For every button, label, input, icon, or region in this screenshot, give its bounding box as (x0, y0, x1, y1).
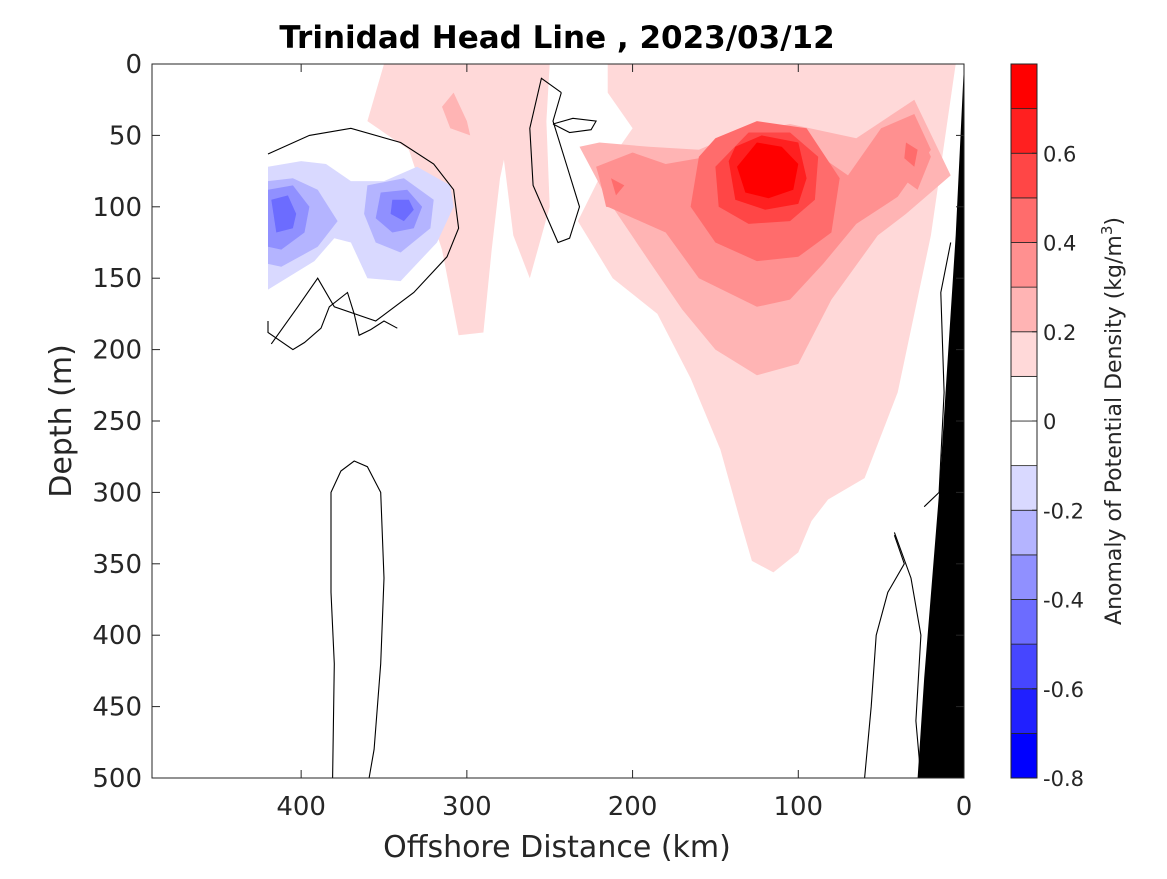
x-tick-label-1: 300 (442, 792, 492, 822)
colorbar-label-superscript: 3 (1098, 226, 1116, 236)
colorbar: 0.6 0.4 0.2 0 -0.2 -0.4 -0.6 -0.8 (1010, 63, 1084, 791)
colorbar-tick-label-7: -0.8 (1043, 767, 1084, 791)
contour-fill-0p4-8-0 (611, 178, 625, 196)
y-tick-label-0: 0 (125, 50, 142, 80)
x-tick-label-4: 0 (956, 792, 973, 822)
plot-area (151, 63, 965, 779)
colorbar-segment-0 (1010, 732, 1038, 779)
contour-fill-0p2-9-0 (442, 92, 471, 136)
colorbar-tick-label-5: -0.4 (1043, 589, 1084, 613)
colorbar-tick-label-6: -0.6 (1043, 678, 1084, 702)
contour-fill-0p4-8-1 (904, 142, 918, 167)
y-tick-label-4: 200 (92, 336, 142, 366)
y-axis: 0 50 100 150 200 250 300 350 400 450 500 (92, 50, 964, 794)
zero-contour-line-0 (267, 127, 460, 345)
colorbar-tick-label-0: 0.6 (1043, 142, 1076, 166)
contour-fill-neg0p4-13-1 (390, 199, 414, 222)
colorbar-label: Anomaly of Potential Density (kg/m3) (1098, 217, 1127, 625)
colorbar-segment-3 (1010, 599, 1038, 645)
colorbar-segment-4 (1010, 554, 1038, 600)
colorbar-segment-2 (1010, 643, 1038, 690)
colorbar-tick-label-2: 0.2 (1043, 321, 1076, 345)
zero-contour-line-7 (893, 532, 922, 778)
colorbar-segment-6 (1010, 465, 1038, 511)
y-axis-label: Depth (m) (44, 344, 79, 498)
colorbar-label-close: ) (1102, 217, 1127, 226)
y-tick-label-3: 150 (92, 264, 142, 294)
colorbar-segment-12 (1010, 197, 1038, 243)
contour-fill-0p1-0-1 (466, 64, 550, 279)
y-tick-label-5: 250 (92, 407, 142, 437)
colorbar-segment-8 (1010, 375, 1038, 422)
zero-contour-line-2 (529, 77, 581, 244)
x-tick-label-3: 100 (773, 792, 823, 822)
y-tick-label-8: 400 (92, 621, 142, 651)
zero-contour-line-1 (267, 291, 398, 351)
colorbar-tick-label-1: 0.4 (1043, 232, 1076, 256)
y-tick-label-2: 100 (92, 193, 142, 223)
colorbar-segment-11 (1010, 242, 1038, 288)
y-tick-label-10: 500 (92, 764, 142, 794)
x-tick-label-0: 400 (276, 792, 326, 822)
colorbar-segment-10 (1010, 286, 1038, 333)
colorbar-label-text: Anomaly of Potential Density (kg/m (1102, 235, 1127, 625)
colorbar-segment-7 (1010, 420, 1038, 467)
colorbar-segment-9 (1010, 331, 1038, 377)
colorbar-segment-14 (1010, 108, 1038, 154)
colorbar-segment-15 (1010, 63, 1038, 110)
x-axis: 400 300 200 100 0 (276, 64, 972, 822)
land-mask (917, 64, 964, 778)
colorbar-segment-1 (1010, 688, 1038, 734)
zero-contour-line-5 (923, 242, 952, 508)
zero-contour-line-6 (864, 535, 905, 778)
y-tick-label-6: 300 (92, 478, 142, 508)
x-tick-label-2: 200 (608, 792, 658, 822)
y-tick-label-9: 450 (92, 693, 142, 723)
contour-fill-0p7-6-0 (737, 142, 799, 199)
zero-contour-line-3 (552, 117, 597, 134)
contour-fill-neg0p4-13-0 (271, 195, 297, 233)
colorbar-segment-5 (1010, 509, 1038, 556)
zero-contour-line-4 (330, 460, 385, 778)
y-tick-label-7: 350 (92, 550, 142, 580)
y-tick-label-1: 50 (109, 121, 142, 151)
colorbar-segment-13 (1010, 152, 1038, 199)
colorbar-tick-label-4: -0.2 (1043, 499, 1084, 523)
colorbar-tick-label-3: 0 (1043, 410, 1056, 434)
x-axis-label: Offshore Distance (km) (383, 830, 731, 865)
chart-title: Trinidad Head Line , 2023/03/12 (279, 20, 834, 56)
